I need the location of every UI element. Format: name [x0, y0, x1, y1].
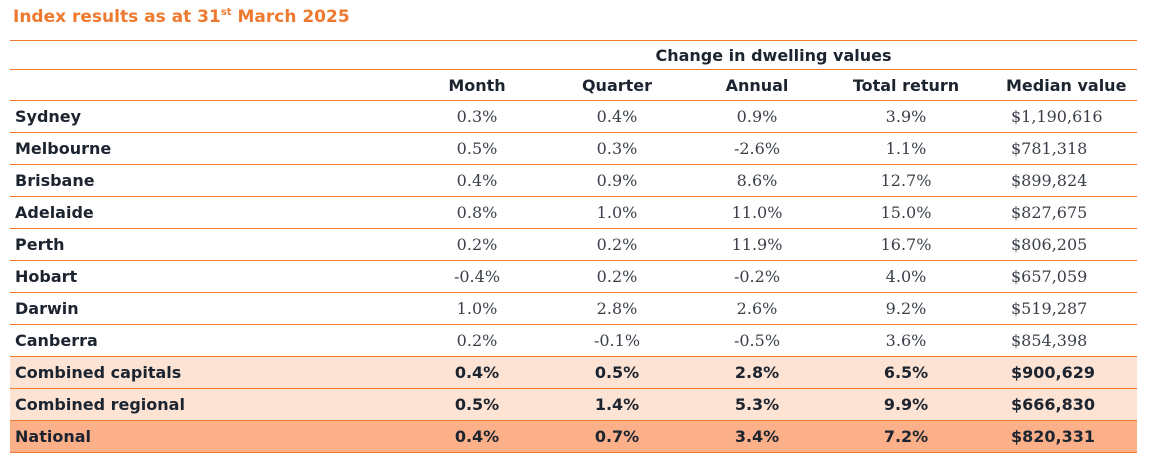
- month-value: 1.0%: [410, 292, 544, 325]
- group-header-spacer: [10, 41, 410, 70]
- annual-value: 3.4%: [690, 420, 824, 453]
- annual-value: 0.9%: [690, 100, 824, 133]
- region-name: Hobart: [10, 260, 410, 293]
- total-return-value: 16.7%: [824, 228, 988, 261]
- month-value: 0.4%: [410, 420, 544, 453]
- title-prefix: Index results as at 31: [13, 7, 221, 27]
- median-value: $657,059: [988, 260, 1137, 293]
- total-return-value: 6.5%: [824, 356, 988, 389]
- median-value: $781,318: [988, 132, 1137, 165]
- table-row: Melbourne 0.5% 0.3% -2.6% 1.1% $781,318: [10, 132, 1137, 165]
- quarter-value: 0.2%: [544, 228, 690, 261]
- annual-value: 8.6%: [690, 164, 824, 197]
- column-header-annual: Annual: [690, 69, 824, 101]
- median-value: $666,830: [988, 388, 1137, 421]
- region-name: Perth: [10, 228, 410, 261]
- page-title: Index results as at 31st March 2025: [13, 4, 350, 30]
- quarter-value: 1.0%: [544, 196, 690, 229]
- quarter-value: -0.1%: [544, 324, 690, 357]
- month-value: -0.4%: [410, 260, 544, 293]
- column-header-median-value: Median value: [988, 69, 1137, 101]
- annual-value: 11.0%: [690, 196, 824, 229]
- median-value: $519,287: [988, 292, 1137, 325]
- median-value: $854,398: [988, 324, 1137, 357]
- annual-value: -0.2%: [690, 260, 824, 293]
- quarter-value: 0.5%: [544, 356, 690, 389]
- column-header-month: Month: [410, 69, 544, 101]
- table-row: Sydney 0.3% 0.4% 0.9% 3.9% $1,190,616: [10, 100, 1137, 133]
- annual-value: 11.9%: [690, 228, 824, 261]
- table-row: Hobart -0.4% 0.2% -0.2% 4.0% $657,059: [10, 260, 1137, 293]
- quarter-value: 0.4%: [544, 100, 690, 133]
- quarter-value: 0.2%: [544, 260, 690, 293]
- total-return-value: 3.6%: [824, 324, 988, 357]
- month-value: 0.4%: [410, 356, 544, 389]
- table-row: National 0.4% 0.7% 3.4% 7.2% $820,331: [10, 420, 1137, 453]
- region-name: National: [10, 420, 410, 453]
- region-name: Sydney: [10, 100, 410, 133]
- median-value: $900,629: [988, 356, 1137, 389]
- month-value: 0.8%: [410, 196, 544, 229]
- quarter-value: 0.7%: [544, 420, 690, 453]
- table-row: Brisbane 0.4% 0.9% 8.6% 12.7% $899,824: [10, 164, 1137, 197]
- table-top-rule: [10, 40, 1137, 41]
- annual-value: -0.5%: [690, 324, 824, 357]
- month-value: 0.5%: [410, 388, 544, 421]
- median-value: $820,331: [988, 420, 1137, 453]
- region-name: Darwin: [10, 292, 410, 325]
- region-name: Adelaide: [10, 196, 410, 229]
- total-return-value: 9.9%: [824, 388, 988, 421]
- month-value: 0.5%: [410, 132, 544, 165]
- column-header-total-return: Total return: [824, 69, 988, 101]
- annual-value: 5.3%: [690, 388, 824, 421]
- column-header-region: [10, 69, 410, 101]
- quarter-value: 0.3%: [544, 132, 690, 165]
- annual-value: 2.6%: [690, 292, 824, 325]
- total-return-value: 7.2%: [824, 420, 988, 453]
- region-name: Melbourne: [10, 132, 410, 165]
- median-value: $1,190,616: [988, 100, 1137, 133]
- median-value: $806,205: [988, 228, 1137, 261]
- index-results-table: Change in dwelling values Month Quarter …: [10, 40, 1137, 453]
- title-superscript: st: [220, 7, 232, 18]
- median-value: $899,824: [988, 164, 1137, 197]
- group-header-row: Change in dwelling values: [10, 41, 1137, 70]
- month-value: 0.2%: [410, 324, 544, 357]
- annual-value: 2.8%: [690, 356, 824, 389]
- median-value: $827,675: [988, 196, 1137, 229]
- quarter-value: 0.9%: [544, 164, 690, 197]
- total-return-value: 4.0%: [824, 260, 988, 293]
- month-value: 0.2%: [410, 228, 544, 261]
- column-header-quarter: Quarter: [544, 69, 690, 101]
- title-suffix: March 2025: [231, 7, 350, 27]
- quarter-value: 1.4%: [544, 388, 690, 421]
- table-row: Combined capitals 0.4% 0.5% 2.8% 6.5% $900,62…: [10, 356, 1137, 389]
- quarter-value: 2.8%: [544, 292, 690, 325]
- total-return-value: 12.7%: [824, 164, 988, 197]
- total-return-value: 9.2%: [824, 292, 988, 325]
- region-name: Combined capitals: [10, 356, 410, 389]
- table-row: Combined regional 0.5% 1.4% 5.3% 9.9% $666,83…: [10, 388, 1137, 421]
- total-return-value: 1.1%: [824, 132, 988, 165]
- table-row: Canberra 0.2% -0.1% -0.5% 3.6% $854,398: [10, 324, 1137, 357]
- table-row: Darwin 1.0% 2.8% 2.6% 9.2% $519,287: [10, 292, 1137, 325]
- column-header-row: Month Quarter Annual Total return Median…: [10, 69, 1137, 101]
- annual-value: -2.6%: [690, 132, 824, 165]
- table-row: Perth 0.2% 0.2% 11.9% 16.7% $806,205: [10, 228, 1137, 261]
- region-name: Brisbane: [10, 164, 410, 197]
- month-value: 0.3%: [410, 100, 544, 133]
- region-name: Canberra: [10, 324, 410, 357]
- table-body: Sydney 0.3% 0.4% 0.9% 3.9% $1,190,616 Melbourn…: [10, 100, 1137, 453]
- total-return-value: 15.0%: [824, 196, 988, 229]
- month-value: 0.4%: [410, 164, 544, 197]
- group-header: Change in dwelling values: [410, 41, 1137, 70]
- table-row: Adelaide 0.8% 1.0% 11.0% 15.0% $827,675: [10, 196, 1137, 229]
- total-return-value: 3.9%: [824, 100, 988, 133]
- region-name: Combined regional: [10, 388, 410, 421]
